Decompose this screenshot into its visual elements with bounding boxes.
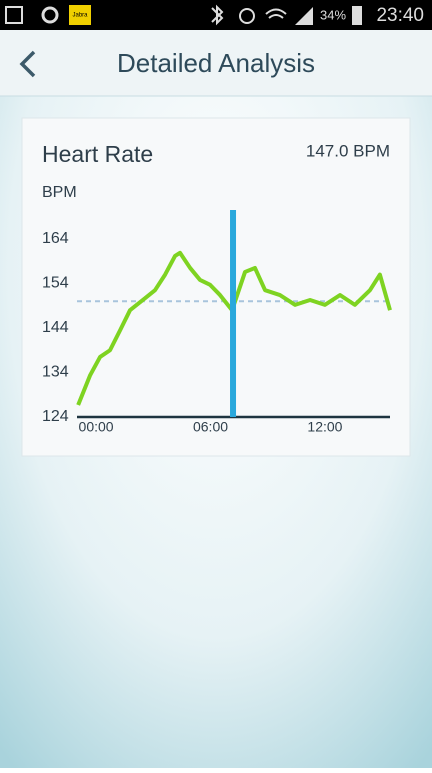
signal-icon xyxy=(295,7,313,25)
x-tick-label: 06:00 xyxy=(193,419,228,435)
y-tick-label: 124 xyxy=(42,408,69,425)
clock: 23:40 xyxy=(376,5,424,26)
gallery-icon xyxy=(5,6,23,24)
readout: 147.0 BPM xyxy=(306,141,390,160)
cursor xyxy=(230,210,237,417)
x-tick-label: 00:00 xyxy=(79,419,114,435)
back-button[interactable] xyxy=(19,50,36,78)
bluetooth-icon xyxy=(211,4,224,26)
y-tick-label: 164 xyxy=(42,230,69,247)
y-axis-label: BPM xyxy=(42,184,77,201)
battery-icon xyxy=(352,6,362,25)
header-title: Detailed Analysis xyxy=(117,48,315,78)
wifi-icon xyxy=(265,8,287,19)
q-icon xyxy=(41,6,59,24)
jabra-icon xyxy=(69,5,91,25)
y-tick-label: 154 xyxy=(42,275,69,292)
battery-percent: 34% xyxy=(320,7,346,22)
alarm-icon xyxy=(239,8,255,24)
chart-card[interactable] xyxy=(21,117,411,457)
jabra-text: Jabra xyxy=(72,13,88,19)
chart-title: Heart Rate xyxy=(42,141,153,167)
heart-rate-line xyxy=(76,250,392,406)
header xyxy=(0,30,432,96)
x-tick-label: 12:00 xyxy=(307,419,342,435)
y-tick-label: 144 xyxy=(42,319,69,336)
y-tick-label: 134 xyxy=(42,364,69,381)
